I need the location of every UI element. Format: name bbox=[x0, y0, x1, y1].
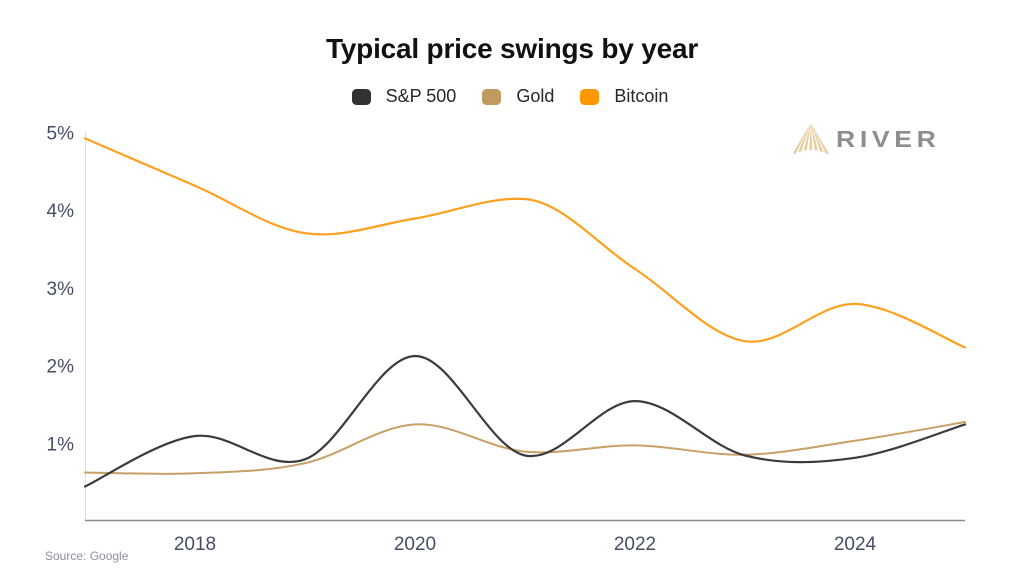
svg-text:RIVER: RIVER bbox=[836, 127, 940, 153]
svg-text:2020: 2020 bbox=[394, 534, 436, 555]
svg-text:2018: 2018 bbox=[174, 534, 216, 555]
svg-text:4%: 4% bbox=[47, 201, 75, 222]
svg-text:2022: 2022 bbox=[614, 534, 656, 555]
svg-text:2%: 2% bbox=[47, 357, 75, 378]
svg-text:5%: 5% bbox=[47, 124, 75, 145]
svg-text:1%: 1% bbox=[47, 434, 75, 455]
svg-text:3%: 3% bbox=[47, 279, 75, 300]
svg-text:2024: 2024 bbox=[834, 534, 877, 555]
